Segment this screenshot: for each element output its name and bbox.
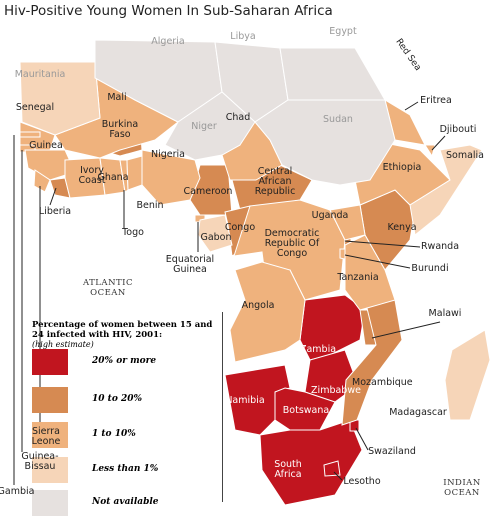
country-label: Liberia bbox=[38, 206, 72, 217]
country-label: Senegal bbox=[15, 102, 55, 113]
legend-label: Less than 1% bbox=[92, 464, 159, 474]
country-label: Gabon bbox=[200, 232, 232, 243]
legend-label: 1 to 10% bbox=[92, 429, 136, 439]
country-label: Ivory Coast bbox=[78, 165, 106, 186]
country-label: Botswana bbox=[282, 405, 330, 416]
country-label: Central African Republic bbox=[254, 166, 296, 197]
country-label: Madagascar bbox=[389, 407, 447, 418]
country-label: Swaziland bbox=[368, 446, 416, 457]
country-label: Libya bbox=[230, 31, 256, 42]
country-label: Ghana bbox=[97, 172, 129, 183]
legend-swatch bbox=[32, 349, 68, 375]
country-label: Gambia bbox=[0, 486, 35, 497]
legend-item: 1 to 10% bbox=[32, 422, 222, 448]
country-label: Benin bbox=[136, 200, 164, 211]
country-label: Lesotho bbox=[343, 476, 381, 487]
legend-label: Not available bbox=[92, 497, 159, 507]
country bbox=[344, 234, 396, 311]
country bbox=[229, 261, 306, 363]
country-label: Equatorial Guinea bbox=[165, 254, 215, 275]
country-label: Malawi bbox=[428, 308, 462, 319]
legend: Percentage of women between 15 and 24 in… bbox=[24, 312, 223, 516]
legend-label: 10 to 20% bbox=[92, 394, 143, 404]
legend-item: Not available bbox=[32, 490, 222, 516]
legend-item: Less than 1% bbox=[32, 457, 222, 483]
legend-subtitle: (high estimate) bbox=[32, 340, 94, 349]
country-label: Rwanda bbox=[420, 241, 460, 252]
country bbox=[259, 419, 363, 506]
country-label: Egypt bbox=[329, 26, 357, 37]
country-label: Niger bbox=[191, 121, 217, 132]
legend-swatch bbox=[32, 490, 68, 516]
leader-line bbox=[344, 254, 411, 269]
country-label: Uganda bbox=[311, 210, 349, 221]
leader-line bbox=[333, 471, 343, 481]
country-label: Zimbabwe bbox=[311, 385, 361, 396]
country-label: Namibia bbox=[225, 395, 265, 406]
legend-swatch bbox=[32, 457, 68, 483]
country-label: Guinea bbox=[29, 140, 63, 151]
country-label: Guinea-Bissau bbox=[21, 451, 59, 472]
country-label: Djibouti bbox=[439, 124, 477, 135]
legend-label: 20% or more bbox=[92, 356, 157, 366]
leader-line bbox=[344, 240, 421, 248]
country-label: Cameroon bbox=[183, 186, 233, 197]
country-label: South Africa bbox=[274, 459, 302, 480]
country-label: Nigeria bbox=[151, 149, 185, 160]
country bbox=[19, 131, 41, 138]
country bbox=[409, 144, 483, 236]
country-label: Zambia bbox=[299, 344, 337, 355]
country-label: Togo bbox=[122, 227, 144, 238]
leader-line bbox=[371, 321, 441, 339]
legend-item: 10 to 20% bbox=[32, 387, 222, 413]
country bbox=[341, 299, 403, 426]
country-label: Angola bbox=[241, 300, 275, 311]
country bbox=[424, 144, 436, 158]
country bbox=[323, 460, 341, 477]
country bbox=[164, 91, 256, 161]
country-label: Democratic Republic Of Congo bbox=[264, 228, 320, 259]
legend-title: Percentage of women between 15 and 24 in… bbox=[32, 320, 213, 340]
country bbox=[254, 99, 396, 186]
leader-line bbox=[404, 101, 419, 111]
country bbox=[64, 157, 106, 199]
legend-swatch bbox=[32, 422, 68, 448]
country-label: Sierra Leone bbox=[31, 426, 61, 447]
country-label: Mali bbox=[107, 92, 127, 103]
country-label: Mauritania bbox=[14, 69, 66, 80]
country-label: Tanzania bbox=[337, 272, 379, 283]
country bbox=[19, 61, 101, 136]
country-label: Burkina Faso bbox=[101, 119, 139, 140]
country-label: Congo bbox=[224, 222, 256, 233]
map-title: Hiv-Positive Young Women In Sub-Saharan … bbox=[4, 3, 333, 19]
leader-line bbox=[49, 187, 57, 206]
country-label: Somalia bbox=[445, 150, 485, 161]
country-label: Kenya bbox=[387, 222, 417, 233]
ocean-label: INDIAN OCEAN bbox=[443, 478, 481, 498]
country bbox=[279, 47, 386, 101]
country-label: Mozambique bbox=[352, 377, 413, 388]
legend-swatch bbox=[32, 387, 68, 413]
leader-line bbox=[431, 135, 446, 151]
country bbox=[444, 329, 491, 421]
ocean-label: ATLANTIC OCEAN bbox=[82, 278, 134, 298]
country-label: Chad bbox=[225, 112, 251, 123]
legend-item: 20% or more bbox=[32, 349, 222, 375]
leader-line bbox=[355, 427, 369, 451]
country bbox=[33, 169, 51, 193]
country-label: Burundi bbox=[411, 263, 449, 274]
country-label: Sudan bbox=[323, 114, 353, 125]
country-label: Algeria bbox=[151, 36, 185, 47]
country-label: Eritrea bbox=[420, 95, 452, 106]
country-label: Ethiopia bbox=[382, 162, 422, 173]
